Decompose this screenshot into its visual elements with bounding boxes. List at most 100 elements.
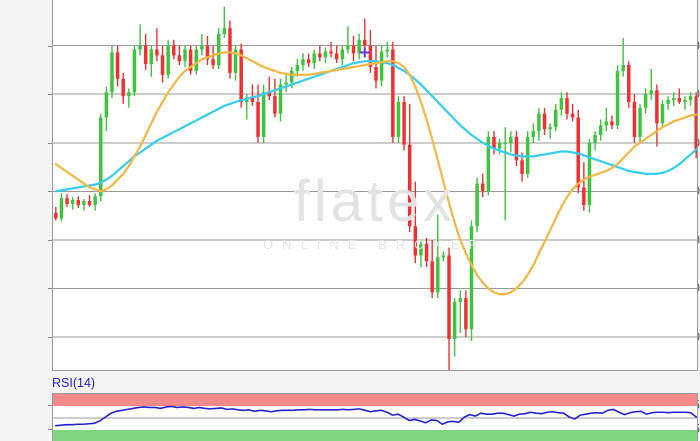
candle-body bbox=[655, 90, 659, 124]
candle-body bbox=[256, 101, 260, 137]
rsi-chart-svg bbox=[53, 394, 697, 441]
candle-body bbox=[357, 39, 361, 54]
candle-body bbox=[160, 55, 165, 75]
candle-body bbox=[475, 183, 479, 227]
candle-body bbox=[643, 94, 648, 108]
candle-body bbox=[340, 49, 345, 60]
candle-body bbox=[548, 127, 552, 130]
candle-body bbox=[402, 101, 406, 145]
candle-body bbox=[306, 59, 311, 64]
candle-body bbox=[99, 117, 103, 197]
candle-body bbox=[480, 183, 485, 192]
rsi-indicator-title: RSI(14) bbox=[52, 376, 96, 390]
candle-body bbox=[323, 51, 328, 58]
candle-body bbox=[582, 187, 586, 205]
candle-body bbox=[115, 52, 120, 79]
candle-body bbox=[149, 49, 154, 65]
candle-body bbox=[188, 49, 193, 71]
price-candlestick-svg bbox=[53, 6, 697, 370]
candle-body bbox=[295, 65, 300, 71]
candle-body bbox=[615, 70, 620, 126]
candle-body bbox=[250, 98, 255, 102]
candle-body bbox=[177, 55, 182, 62]
price-plot-area[interactable]: flatex ONLINE BROKER bbox=[52, 0, 698, 371]
candle-body bbox=[233, 49, 238, 73]
candle-body bbox=[143, 45, 148, 65]
candle-body bbox=[334, 53, 339, 60]
candle-body bbox=[509, 136, 513, 143]
candle-body bbox=[593, 134, 597, 143]
candle-body bbox=[110, 52, 114, 93]
candle-body bbox=[559, 98, 564, 110]
candle-body bbox=[289, 70, 294, 83]
candle-body bbox=[121, 78, 125, 97]
candle-body bbox=[430, 261, 434, 293]
candle-body bbox=[671, 98, 676, 101]
rsi-oversold-band bbox=[53, 430, 697, 441]
candle-body bbox=[363, 39, 367, 46]
price-point-marker bbox=[359, 47, 370, 58]
candle-body bbox=[346, 45, 350, 50]
price-axis-tick-mark bbox=[48, 288, 54, 290]
candle-body bbox=[205, 45, 210, 60]
price-axis-tick-mark bbox=[48, 337, 54, 338]
candle-body bbox=[531, 131, 536, 137]
candle-body bbox=[627, 65, 631, 102]
candle-body bbox=[447, 255, 451, 339]
candle-body bbox=[570, 113, 575, 118]
candle-body bbox=[666, 100, 670, 104]
candle-body bbox=[228, 28, 232, 73]
candle-body bbox=[267, 92, 272, 97]
candle-body bbox=[155, 49, 159, 56]
candle-body bbox=[452, 302, 457, 339]
candle-body bbox=[554, 109, 558, 128]
candle-body bbox=[542, 113, 547, 130]
candle-body bbox=[351, 45, 356, 54]
candle-body bbox=[486, 136, 491, 192]
candle-body bbox=[587, 142, 592, 205]
candle-body bbox=[598, 125, 603, 135]
candle-body bbox=[497, 142, 502, 149]
candle-body bbox=[211, 59, 215, 66]
candle-body bbox=[166, 45, 170, 75]
candle-body bbox=[649, 90, 653, 95]
candle-body bbox=[441, 255, 446, 258]
candle-body bbox=[565, 98, 569, 114]
rsi-overbought-band bbox=[53, 394, 697, 406]
candle-body bbox=[458, 298, 463, 303]
candle-body bbox=[70, 200, 75, 204]
price-chart-panel: 11800117501170011650116001155011500 flat… bbox=[48, 0, 700, 371]
moving-average-fast-line bbox=[54, 51, 697, 296]
candle-body bbox=[385, 49, 389, 52]
price-axis-tick-mark bbox=[48, 45, 54, 47]
rsi-axis-tick-mark bbox=[48, 405, 54, 406]
candle-body bbox=[683, 100, 687, 102]
candle-body bbox=[632, 101, 637, 137]
candle-body bbox=[396, 101, 401, 137]
candle-body bbox=[379, 51, 384, 81]
candle-body bbox=[469, 226, 474, 330]
candle-body bbox=[610, 121, 614, 126]
candle-body bbox=[604, 121, 609, 126]
price-axis-tick-mark bbox=[48, 191, 54, 193]
candle-body bbox=[82, 201, 86, 205]
candlestick-series bbox=[54, 6, 697, 370]
candle-body bbox=[93, 196, 97, 205]
price-gridlines bbox=[53, 45, 697, 338]
candle-body bbox=[172, 45, 176, 56]
candle-body bbox=[688, 96, 693, 101]
candle-body bbox=[138, 45, 142, 50]
rsi-plot-area[interactable] bbox=[52, 393, 698, 441]
candle-body bbox=[537, 113, 541, 132]
candle-body bbox=[54, 212, 58, 219]
candle-body bbox=[194, 49, 198, 71]
candle-body bbox=[127, 92, 131, 97]
candle-body bbox=[273, 96, 277, 114]
candle-body bbox=[503, 142, 507, 144]
rsi-axis-tick-mark bbox=[48, 429, 54, 430]
price-axis-tick-mark bbox=[48, 94, 54, 96]
candle-body bbox=[436, 257, 440, 293]
candle-body bbox=[104, 92, 109, 118]
candle-body bbox=[261, 92, 266, 137]
